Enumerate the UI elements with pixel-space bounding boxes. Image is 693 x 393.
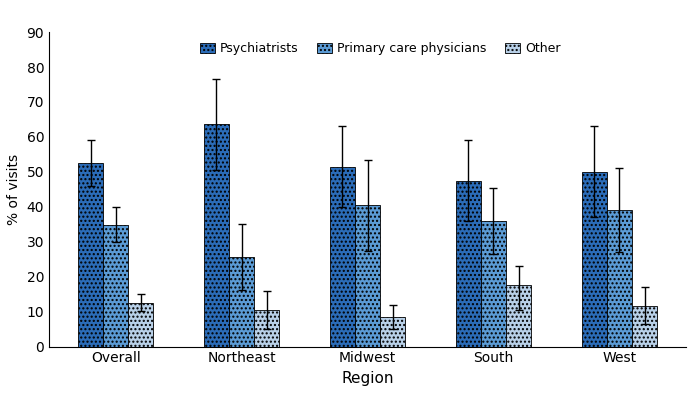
Bar <box>632 307 657 347</box>
Bar <box>229 257 254 347</box>
X-axis label: Region: Region <box>341 371 394 386</box>
Bar <box>506 285 532 347</box>
Bar <box>254 310 279 347</box>
Bar <box>355 205 380 347</box>
Bar <box>456 181 481 347</box>
Bar <box>204 124 229 347</box>
Bar <box>330 167 355 347</box>
Bar <box>103 225 128 347</box>
Bar <box>380 317 405 347</box>
Bar <box>581 172 607 347</box>
Bar <box>481 221 506 347</box>
Bar <box>78 163 103 347</box>
Y-axis label: % of visits: % of visits <box>7 154 21 225</box>
Bar <box>128 303 153 347</box>
Legend: Psychiatrists, Primary care physicians, Other: Psychiatrists, Primary care physicians, … <box>196 39 565 59</box>
Bar <box>607 210 632 347</box>
